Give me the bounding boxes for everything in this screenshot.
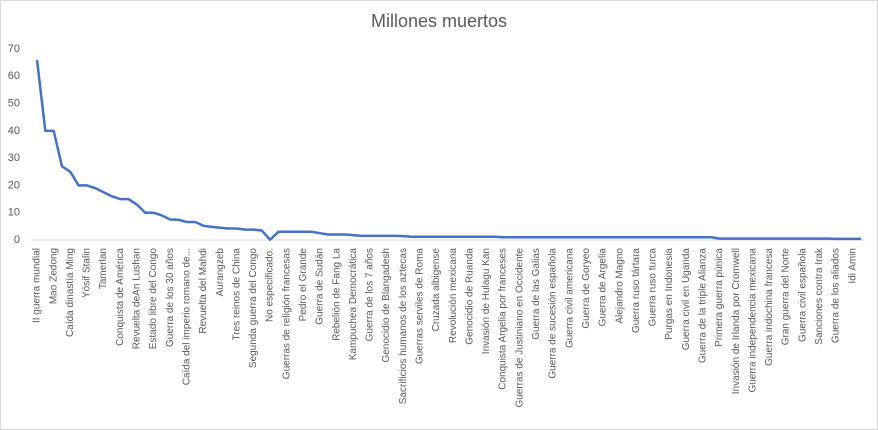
x-tick-label: Yósif Stalin bbox=[82, 248, 93, 298]
x-tick-label: Genocidio de Blangadesh bbox=[381, 248, 392, 363]
y-tick-label: 60 bbox=[8, 70, 20, 82]
x-tick-label: No especificado. bbox=[265, 248, 276, 322]
x-tick-label: Conquista de América bbox=[115, 248, 126, 346]
x-tick-label: Rebelión de Fang La bbox=[331, 248, 342, 341]
x-tick-label: Tamerlan bbox=[98, 248, 109, 289]
x-tick-label: Pedro el Grande bbox=[298, 248, 309, 322]
x-tick-label: Estado libre del Congo bbox=[148, 248, 159, 350]
x-tick-label: Caída del imperio romano de... bbox=[181, 248, 192, 385]
x-tick-label: Invasión de Irlanda por Cromwell bbox=[731, 248, 742, 394]
x-tick-label: Mao Zedong bbox=[48, 248, 59, 304]
x-tick-label: Genocidio de Ruanda bbox=[464, 248, 475, 345]
x-tick-label: Aurangzeb bbox=[215, 248, 226, 297]
y-tick-label: 50 bbox=[8, 97, 20, 109]
chart-title: Millones muertos bbox=[371, 11, 507, 31]
x-tick-label: Guerra indochina francesa bbox=[764, 248, 775, 366]
x-tick-label: Caída dinastía Ming bbox=[65, 248, 76, 337]
x-tick-label: II guerra mundial bbox=[32, 248, 43, 323]
y-tick-label: 70 bbox=[8, 43, 20, 55]
x-tick-label: Revuelta del Mahdi bbox=[198, 248, 209, 334]
x-tick-label: Guerra civil americana bbox=[564, 248, 575, 348]
x-tick-label: Guerras serviles de Roma bbox=[415, 248, 426, 365]
x-tick-label: Guerra de las Galias bbox=[531, 248, 542, 340]
x-tick-label: Gran guerra del Norte bbox=[781, 248, 792, 346]
x-tick-label: Kampuchea Democrática bbox=[348, 248, 359, 361]
x-tick-label: Guerra de Sudán bbox=[315, 248, 326, 325]
x-tick-label: Guerras de Justiniano en Occidente bbox=[514, 248, 525, 408]
x-tick-label: Sacrificios humanos de los aztecas bbox=[398, 248, 409, 404]
x-tick-label: Revolución mexicana bbox=[448, 248, 459, 343]
x-tick-label: Guerra de los 30 años bbox=[165, 248, 176, 347]
x-tick-label: Alejandro Magno bbox=[614, 248, 625, 324]
x-tick-label: Guerra civil en Uganda bbox=[681, 248, 692, 351]
x-tick-label: Revuelta deAn Lushan bbox=[132, 248, 143, 349]
x-tick-label: Cruzada albigense bbox=[431, 248, 442, 332]
x-tick-label: Guerras de religión francesas bbox=[281, 248, 292, 379]
x-tick-label: Guerra de los 7 años bbox=[365, 248, 376, 341]
y-tick-label: 20 bbox=[8, 179, 20, 191]
x-tick-label: Guerra de sucesión española bbox=[548, 248, 559, 379]
y-tick-label: 0 bbox=[14, 234, 20, 246]
x-tick-label: Primera guerra púnica bbox=[714, 248, 725, 347]
x-tick-label: Guerra de Goryeo bbox=[581, 248, 592, 329]
y-tick-label: 40 bbox=[8, 125, 20, 137]
x-tick-label: Purgas en Indonesia bbox=[664, 248, 675, 340]
x-tick-label: Guerra ruso tártara bbox=[631, 248, 642, 333]
x-tick-label: Invasión de Hulagu Kan bbox=[481, 248, 492, 354]
x-tick-label: Idi Amin bbox=[847, 248, 858, 284]
x-tick-label: Guerra de la triple Alianza bbox=[697, 248, 708, 364]
y-tick-label: 10 bbox=[8, 207, 20, 219]
x-tick-label: Tres reinos de China bbox=[231, 248, 242, 341]
x-tick-label: Sanciones contra Irak bbox=[814, 247, 825, 345]
x-tick-label: Guerra independencia mexicana bbox=[747, 248, 758, 393]
line-series bbox=[35, 59, 861, 241]
x-tick-label: Segunda guerra del Congo bbox=[248, 248, 259, 369]
x-tick-label: Guerra de los aliados bbox=[831, 248, 842, 343]
x-tick-label: Guerra civil española bbox=[797, 248, 808, 342]
x-tick-label: Guerra ruso turca bbox=[648, 248, 659, 327]
y-tick-label: 30 bbox=[8, 152, 20, 164]
x-tick-label: Conquista Argelia por franceses bbox=[498, 248, 509, 390]
x-tick-label: Guerra de Argelia bbox=[598, 248, 609, 327]
